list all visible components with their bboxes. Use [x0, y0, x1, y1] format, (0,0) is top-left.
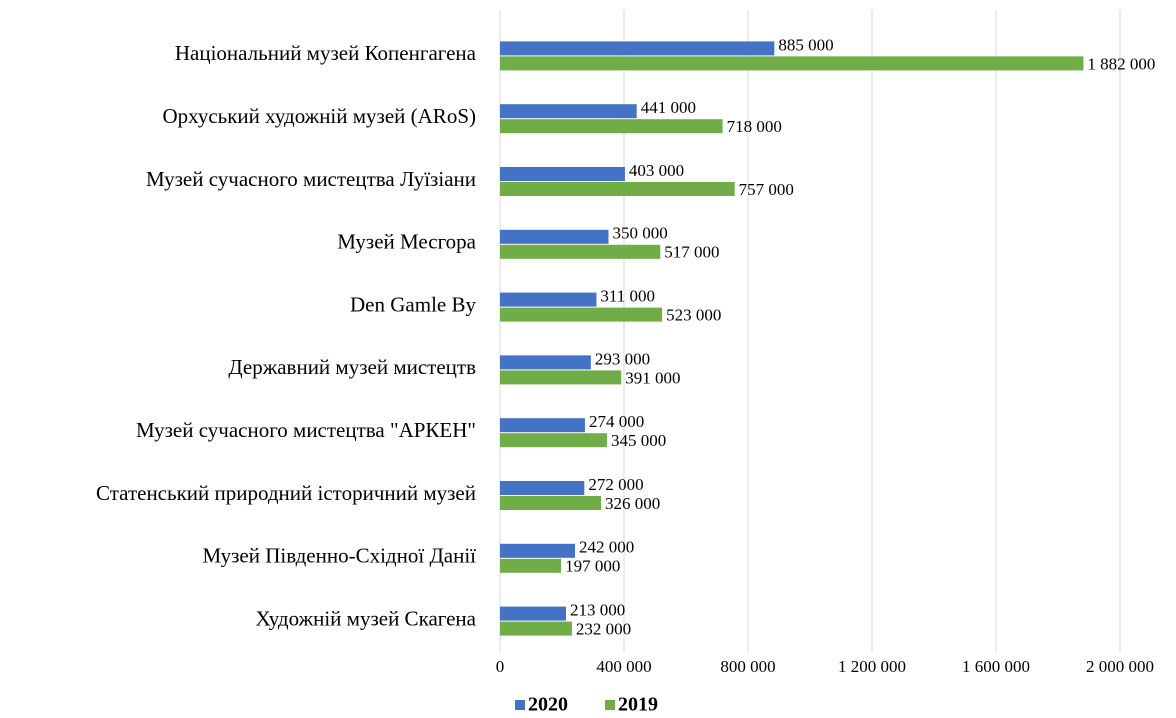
category-label: Den Gamle By [350, 292, 476, 316]
legend-label: 2019 [618, 694, 658, 716]
bar [500, 56, 1084, 71]
value-label: 272 000 [588, 475, 643, 494]
value-label: 242 000 [579, 538, 634, 557]
category-label: Художній музей Скагена [255, 606, 476, 630]
legend-swatch [605, 700, 615, 710]
category-label: Музей сучасного мистецтва "АРКЕН" [136, 418, 476, 442]
bar [500, 104, 637, 119]
bar [500, 244, 661, 259]
value-label: 326 000 [605, 494, 660, 513]
value-label: 757 000 [739, 180, 794, 199]
x-tick-label: 400 000 [596, 657, 651, 676]
x-tick-label: 1 200 000 [838, 657, 906, 676]
bar [500, 167, 625, 181]
legend-label: 2020 [528, 694, 568, 716]
x-tick-label: 800 000 [720, 657, 775, 676]
value-label: 350 000 [613, 224, 668, 243]
bar [500, 496, 602, 510]
bar [500, 621, 572, 636]
value-label: 517 000 [664, 243, 719, 262]
bar [500, 119, 723, 134]
bar [500, 370, 622, 385]
bar [500, 307, 663, 322]
category-label: Статенський природний історичний музей [96, 481, 476, 505]
category-label: Музей Месгора [337, 230, 476, 254]
bar [500, 418, 585, 433]
category-label: Національний музей Копенгагена [175, 41, 477, 65]
bar [500, 543, 576, 558]
value-label: 403 000 [629, 161, 684, 180]
value-label: 441 000 [641, 98, 696, 117]
value-label: 345 000 [611, 431, 666, 450]
legend-swatch [515, 700, 525, 710]
bar [500, 606, 567, 621]
value-label: 311 000 [600, 287, 655, 306]
bar [500, 355, 591, 370]
category-label: Музей Південно-Східної Данії [202, 544, 476, 568]
x-tick-label: 2 000 000 [1086, 657, 1154, 676]
value-label: 213 000 [570, 601, 625, 620]
value-label: 293 000 [595, 349, 650, 368]
bar [500, 433, 607, 448]
category-label: Музей сучасного мистецтва Луїзіани [146, 167, 476, 191]
category-label: Державний музей мистецтв [228, 355, 476, 379]
value-label: 274 000 [589, 412, 644, 431]
value-label: 718 000 [727, 117, 782, 136]
value-label: 1 882 000 [1087, 54, 1155, 73]
bar [500, 558, 562, 573]
value-label: 232 000 [576, 620, 631, 639]
value-label: 523 000 [666, 306, 721, 325]
bar [500, 292, 597, 307]
x-tick-label: 0 [496, 657, 505, 676]
value-label: 391 000 [625, 368, 680, 387]
x-tick-label: 1 600 000 [962, 657, 1030, 676]
bar [500, 182, 735, 196]
bar [500, 229, 609, 244]
category-label: Орхуський художній музей (ARoS) [162, 104, 476, 128]
value-label: 197 000 [565, 557, 620, 576]
bar [500, 481, 585, 495]
value-label: 885 000 [778, 35, 833, 54]
bar [500, 41, 775, 56]
